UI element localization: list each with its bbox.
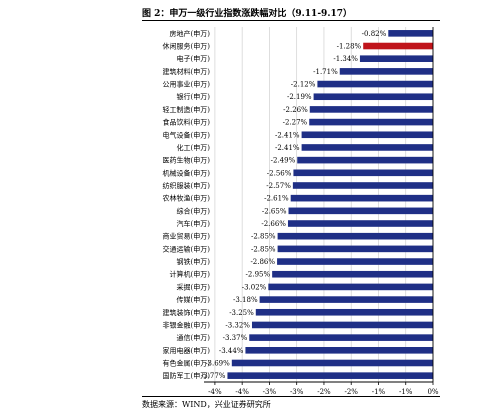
value-label: -3.37% <box>223 334 248 342</box>
bar <box>301 144 433 151</box>
category-label: 机械设备(申万) <box>163 168 211 177</box>
bar <box>277 258 433 265</box>
value-label: -2.85% <box>251 233 276 241</box>
value-label: -2.61% <box>264 195 289 203</box>
bar <box>359 55 433 62</box>
category-label: 电气设备(申万) <box>163 130 211 139</box>
bar <box>388 30 433 37</box>
category-label: 食品饮料(申万) <box>163 118 211 127</box>
chart-title: 图 2：申万一级行业指数涨跌幅对比（9.11-9.17） <box>142 9 352 19</box>
bar <box>277 232 433 240</box>
value-label: -1.28% <box>337 43 362 51</box>
bar <box>363 42 433 50</box>
category-label: 采掘(申万) <box>177 282 211 291</box>
bar <box>309 118 433 126</box>
category-label: 国防军工(申万) <box>163 371 211 380</box>
bar <box>277 245 433 253</box>
x-tick-label: -3% <box>290 388 304 396</box>
bar <box>317 80 433 88</box>
value-label: -1.34% <box>333 55 358 63</box>
category-label: 汽车(申万) <box>177 219 211 228</box>
value-label: -2.57% <box>266 182 291 190</box>
bar <box>251 321 433 329</box>
bar <box>249 334 433 341</box>
category-label: 农林牧渔(申万) <box>163 194 211 203</box>
bar <box>231 359 433 367</box>
category-label: 建筑材料(申万) <box>163 67 211 76</box>
bar <box>313 93 433 101</box>
value-label: -3.44% <box>219 347 244 355</box>
value-label: -3.02% <box>242 283 267 291</box>
value-label: -2.41% <box>275 131 300 139</box>
value-label: -2.65% <box>262 207 287 215</box>
category-label: 交通运输(申万) <box>163 244 211 253</box>
value-label: -3.69% <box>205 359 230 367</box>
bar <box>245 347 433 354</box>
bar <box>268 283 433 291</box>
category-label: 家用电器(申万) <box>163 346 211 355</box>
bar <box>290 194 433 202</box>
bar <box>297 156 433 164</box>
x-tick-label: -2% <box>344 388 358 396</box>
x-tick-label: -3% <box>263 388 277 396</box>
category-label: 综合(申万) <box>177 206 211 215</box>
value-label: -0.82% <box>362 30 387 38</box>
bar <box>255 308 433 316</box>
bar <box>339 68 433 75</box>
value-label: -2.86% <box>250 258 275 266</box>
bar <box>301 131 433 139</box>
category-label: 化工(申万) <box>177 143 211 152</box>
bar <box>293 169 433 177</box>
category-label: 商业贸易(申万) <box>163 232 211 241</box>
bar <box>309 106 433 113</box>
value-label: -2.56% <box>267 169 292 177</box>
category-label: 传媒(申万) <box>177 295 211 304</box>
bar <box>259 296 433 303</box>
x-tick-label: -2% <box>317 388 331 396</box>
value-label: -3.77% <box>201 372 226 380</box>
bar <box>227 372 433 379</box>
value-label: -2.95% <box>246 271 271 279</box>
category-label: 医药生物(申万) <box>163 156 211 165</box>
bar <box>272 270 433 278</box>
x-tick-label: -1% <box>372 388 386 396</box>
value-label: -2.41% <box>275 144 300 152</box>
source-note: 数据来源：WIND，兴业证券研究所 <box>142 400 271 409</box>
value-label: -3.18% <box>233 296 258 304</box>
category-label: 钢铁(申万) <box>177 257 211 266</box>
x-tick-label: -1% <box>399 388 413 396</box>
category-label: 轻工制造(申万) <box>163 105 211 114</box>
category-label: 银行(申万) <box>177 92 211 101</box>
category-label: 休闲服务(申万) <box>163 42 211 51</box>
x-tick-label: -4% <box>235 388 249 396</box>
category-label: 纺织服装(申万) <box>163 181 211 190</box>
value-label: -2.85% <box>251 245 276 253</box>
x-tick-label: -4% <box>208 388 222 396</box>
category-label: 电子(申万) <box>177 54 211 63</box>
value-label: -3.25% <box>229 309 254 317</box>
category-label: 建筑装饰(申万) <box>163 308 211 317</box>
category-label: 非银金融(申万) <box>163 320 211 329</box>
x-tick-label: 0% <box>427 388 438 396</box>
category-label: 计算机(申万) <box>170 270 211 279</box>
value-label: -2.12% <box>291 81 316 89</box>
category-label: 公用事业(申万) <box>163 80 211 89</box>
category-label: 有色金属(申万) <box>163 358 211 367</box>
value-label: -2.49% <box>271 157 296 165</box>
title-rule <box>142 20 440 21</box>
source-rule <box>142 396 440 397</box>
bar <box>287 220 433 227</box>
value-label: -2.27% <box>283 119 308 127</box>
bar <box>292 182 433 189</box>
value-label: -3.32% <box>225 321 250 329</box>
value-label: -1.71% <box>313 68 338 76</box>
category-label: 通信(申万) <box>177 333 211 342</box>
category-label: 房地产(申万) <box>170 29 211 38</box>
bar <box>288 207 433 215</box>
value-label: -2.26% <box>283 106 308 114</box>
value-label: -2.19% <box>287 93 312 101</box>
value-label: -2.66% <box>261 220 286 228</box>
